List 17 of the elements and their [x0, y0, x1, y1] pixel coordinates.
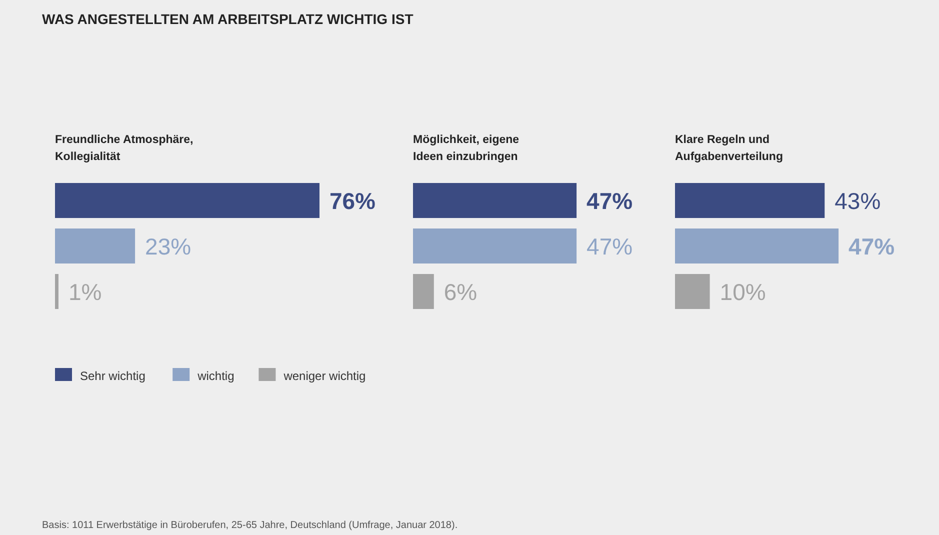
data-label: 47% — [848, 234, 895, 260]
data-label: 23% — [145, 234, 192, 260]
data-label: 1% — [68, 279, 102, 305]
data-label: 76% — [329, 188, 376, 214]
data-label: 6% — [444, 279, 478, 305]
text: Basis: 1011 Erwerbstätige in Büroberufen, 25-65 Jahre, Deutschland (Umfrage, Januar 2018). — [42, 520, 458, 531]
chart-title: Klare Regeln und Aufgabenverteilung — [675, 134, 783, 163]
data-label: 47% — [586, 234, 633, 260]
legend-label: weniger wichtig — [282, 369, 366, 383]
text: WAS ANGESTELLTEN AM ARBEITSPLATZ WICHTIG IST — [42, 11, 414, 27]
data-label: 10% — [720, 279, 766, 305]
chart-title: Freundliche Atmosphäre, Kollegialität — [55, 134, 194, 163]
legend-label: Sehr wichtig — [80, 369, 146, 383]
chart-title: Möglichkeit, eigene Ideen einzubringen — [413, 134, 520, 163]
data-label: 47% — [586, 188, 633, 214]
data-label: 43% — [834, 188, 881, 214]
legend-label: wichtig — [196, 369, 234, 383]
